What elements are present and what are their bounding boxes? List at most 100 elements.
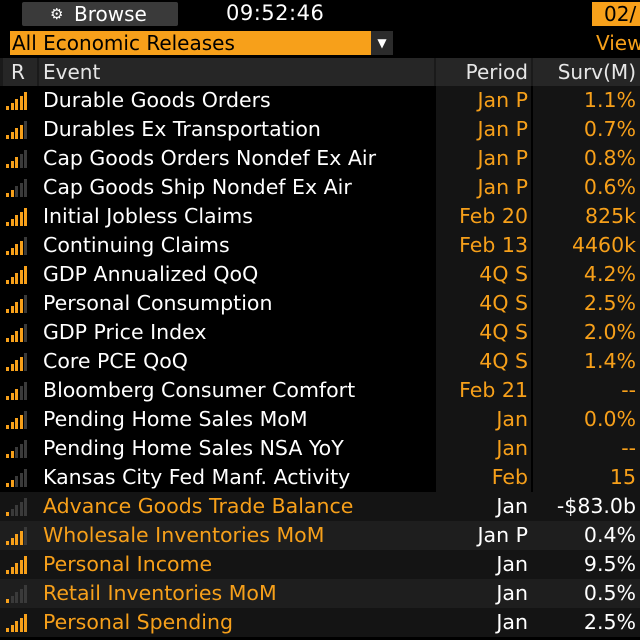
- table-row[interactable]: GDP Annualized QoQ 4Q S 4.2%: [0, 260, 640, 289]
- table-row[interactable]: Initial Jobless Claims Feb 20 825k: [0, 202, 640, 231]
- browse-button[interactable]: ⚙ Browse: [22, 2, 178, 26]
- event-name[interactable]: Personal Spending: [43, 610, 234, 634]
- event-name[interactable]: Kansas City Fed Manf. Activity: [43, 465, 351, 489]
- toolbar: ⚙ Browse 09:52:46 02/: [0, 0, 640, 28]
- relevance-bar: [15, 128, 18, 139]
- relevance-bar: [15, 273, 18, 284]
- table-row[interactable]: Continuing Claims Feb 13 4460k: [0, 231, 640, 260]
- event-name[interactable]: Personal Consumption: [43, 291, 273, 315]
- relevance-bar: [15, 244, 18, 255]
- event-name[interactable]: Durable Goods Orders: [43, 88, 271, 112]
- relevance-bar: [6, 570, 9, 574]
- event-name[interactable]: Wholesale Inventories MoM: [43, 523, 325, 547]
- event-period: Jan P: [436, 86, 531, 115]
- relevance-bar: [6, 396, 9, 400]
- relevance-bar: [24, 614, 27, 632]
- table-row[interactable]: Advance Goods Trade Balance Jan -$83.0b: [0, 492, 640, 521]
- relevance-bars-icon: [6, 266, 30, 284]
- event-name[interactable]: Core PCE QoQ: [43, 349, 188, 373]
- relevance-bar: [15, 99, 18, 110]
- relevance-bars-icon: [6, 556, 30, 574]
- relevance-bar: [24, 353, 27, 371]
- relevance-bars-icon: [6, 411, 30, 429]
- event-name[interactable]: Continuing Claims: [43, 233, 230, 257]
- survey-value: 2.0%: [533, 318, 640, 347]
- event-period: Jan: [496, 494, 528, 518]
- relevance-bar: [15, 505, 18, 516]
- table-header: R Event Period Surv(M): [0, 58, 640, 86]
- settings-icon: ⚙: [50, 5, 64, 23]
- column-header-relevance[interactable]: R: [3, 58, 37, 86]
- event-name[interactable]: Durables Ex Transportation: [43, 117, 321, 141]
- relevance-bar: [10, 624, 14, 632]
- event-name[interactable]: Advance Goods Trade Balance: [43, 494, 354, 518]
- relevance-bar: [19, 327, 23, 342]
- relevance-bars-icon: [6, 527, 30, 545]
- event-period: Jan: [436, 405, 531, 434]
- chevron-down-icon[interactable]: ▼: [371, 31, 393, 55]
- table-row[interactable]: Wholesale Inventories MoM Jan P 0.4%: [0, 521, 640, 550]
- survey-value: 9.5%: [583, 552, 636, 576]
- relevance-bars-icon: [6, 208, 30, 226]
- column-header-period[interactable]: Period: [436, 58, 531, 86]
- event-period: Jan: [496, 581, 528, 605]
- event-name[interactable]: Retail Inventories MoM: [43, 581, 277, 605]
- date-field[interactable]: 02/: [592, 2, 640, 26]
- event-name[interactable]: Pending Home Sales MoM: [43, 407, 308, 431]
- relevance-bar: [15, 186, 18, 197]
- relevance-bar: [24, 527, 27, 545]
- relevance-bar: [6, 338, 9, 342]
- relevance-bar: [10, 305, 14, 313]
- column-header-survey[interactable]: Surv(M): [533, 58, 640, 86]
- table-row[interactable]: GDP Price Index 4Q S 2.0%: [0, 318, 640, 347]
- table-row[interactable]: Durable Goods Orders Jan P 1.1%: [0, 86, 640, 115]
- event-name[interactable]: GDP Price Index: [43, 320, 207, 344]
- event-period: 4Q S: [436, 318, 531, 347]
- relevance-bar: [19, 617, 23, 632]
- relevance-bar: [19, 356, 23, 371]
- relevance-bar: [6, 193, 9, 197]
- browse-label: Browse: [74, 2, 147, 26]
- table-row[interactable]: Personal Spending Jan 2.5%: [0, 608, 640, 637]
- relevance-bars-icon: [6, 614, 30, 632]
- relevance-bar: [6, 367, 9, 371]
- relevance-bar: [6, 106, 9, 110]
- table-row[interactable]: Personal Income Jan 9.5%: [0, 550, 640, 579]
- table-row[interactable]: Pending Home Sales NSA YoY Jan --: [0, 434, 640, 463]
- table-row[interactable]: Kansas City Fed Manf. Activity Feb 15: [0, 463, 640, 492]
- table-row[interactable]: Cap Goods Orders Nondef Ex Air Jan P 0.8%: [0, 144, 640, 173]
- relevance-bars-icon: [6, 324, 30, 342]
- column-header-event[interactable]: Event: [39, 58, 434, 86]
- view-menu[interactable]: View: [596, 31, 640, 55]
- event-name[interactable]: Pending Home Sales NSA YoY: [43, 436, 344, 460]
- event-name[interactable]: Cap Goods Orders Nondef Ex Air: [43, 146, 377, 170]
- release-filter-select[interactable]: All Economic Releases ▼: [10, 31, 393, 55]
- table-row[interactable]: Durables Ex Transportation Jan P 0.7%: [0, 115, 640, 144]
- relevance-bar: [10, 131, 14, 139]
- table-row[interactable]: Personal Consumption 4Q S 2.5%: [0, 289, 640, 318]
- relevance-bar: [24, 440, 27, 458]
- relevance-bar: [24, 92, 27, 110]
- clock: 09:52:46: [226, 1, 325, 25]
- event-name[interactable]: Initial Jobless Claims: [43, 204, 253, 228]
- relevance-bars-icon: [6, 469, 30, 487]
- table-row[interactable]: Pending Home Sales MoM Jan 0.0%: [0, 405, 640, 434]
- table-row[interactable]: Bloomberg Consumer Comfort Feb 21 --: [0, 376, 640, 405]
- table-row[interactable]: Retail Inventories MoM Jan 0.5%: [0, 579, 640, 608]
- event-name[interactable]: GDP Annualized QoQ: [43, 262, 259, 286]
- relevance-bars-icon: [6, 237, 30, 255]
- release-table: Durable Goods Orders Jan P 1.1% Durables Ex…: [0, 86, 640, 637]
- event-period: Feb 21: [436, 376, 531, 405]
- table-row[interactable]: Cap Goods Ship Nondef Ex Air Jan P 0.6%: [0, 173, 640, 202]
- relevance-bar: [10, 537, 14, 545]
- table-row[interactable]: Core PCE QoQ 4Q S 1.4%: [0, 347, 640, 376]
- event-name[interactable]: Personal Income: [43, 552, 213, 576]
- survey-value: 2.5%: [533, 289, 640, 318]
- event-name[interactable]: Cap Goods Ship Nondef Ex Air: [43, 175, 352, 199]
- relevance-bar: [10, 334, 14, 342]
- event-name[interactable]: Bloomberg Consumer Comfort: [43, 378, 356, 402]
- event-period: 4Q S: [436, 347, 531, 376]
- survey-value: 4460k: [533, 231, 640, 260]
- relevance-bar: [10, 247, 14, 255]
- relevance-bar: [10, 479, 14, 487]
